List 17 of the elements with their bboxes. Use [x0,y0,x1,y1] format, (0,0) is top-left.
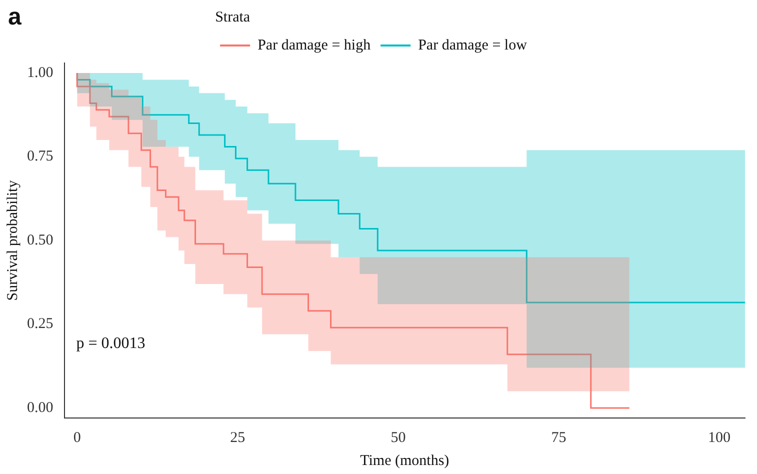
x-axis-title: Time (months) [360,452,450,469]
legend-label: Par damage = low [418,37,528,54]
x-tick-label: 100 [708,430,731,446]
annotation: p = 0.0013 [76,335,146,352]
x-tick-label: 75 [551,430,566,446]
legend-title: Strata [215,9,250,26]
y-axis-title: Survival probability [4,180,21,301]
y-tick-label: 0.50 [27,232,54,248]
chart-title: a [8,4,22,31]
legend-label: Par damage = high [258,37,372,54]
y-tick-label: 0.00 [27,400,54,416]
y-tick-label: 0.25 [27,316,54,332]
y-tick-label: 1.00 [27,64,54,81]
x-tick-label: 50 [390,430,406,446]
x-tick-label: 0 [73,430,81,446]
x-tick-label: 25 [230,430,246,446]
y-tick-label: 0.75 [27,148,54,165]
